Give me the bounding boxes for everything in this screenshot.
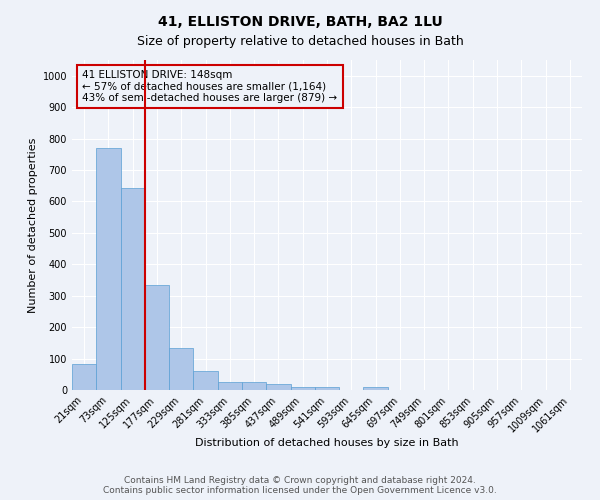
- Bar: [242, 382, 266, 390]
- X-axis label: Distribution of detached houses by size in Bath: Distribution of detached houses by size …: [195, 438, 459, 448]
- Text: 41, ELLISTON DRIVE, BATH, BA2 1LU: 41, ELLISTON DRIVE, BATH, BA2 1LU: [158, 15, 442, 29]
- Bar: [193, 371, 218, 390]
- Bar: [121, 188, 145, 390]
- Y-axis label: Number of detached properties: Number of detached properties: [28, 138, 38, 312]
- Text: 41 ELLISTON DRIVE: 148sqm
← 57% of detached houses are smaller (1,164)
43% of se: 41 ELLISTON DRIVE: 148sqm ← 57% of detac…: [82, 70, 337, 103]
- Text: Size of property relative to detached houses in Bath: Size of property relative to detached ho…: [137, 35, 463, 48]
- Bar: [72, 364, 96, 390]
- Bar: [96, 148, 121, 390]
- Bar: [315, 388, 339, 390]
- Bar: [218, 382, 242, 390]
- Bar: [169, 348, 193, 390]
- Text: Contains HM Land Registry data © Crown copyright and database right 2024.
Contai: Contains HM Land Registry data © Crown c…: [103, 476, 497, 495]
- Bar: [364, 387, 388, 390]
- Bar: [266, 384, 290, 390]
- Bar: [145, 286, 169, 390]
- Bar: [290, 388, 315, 390]
